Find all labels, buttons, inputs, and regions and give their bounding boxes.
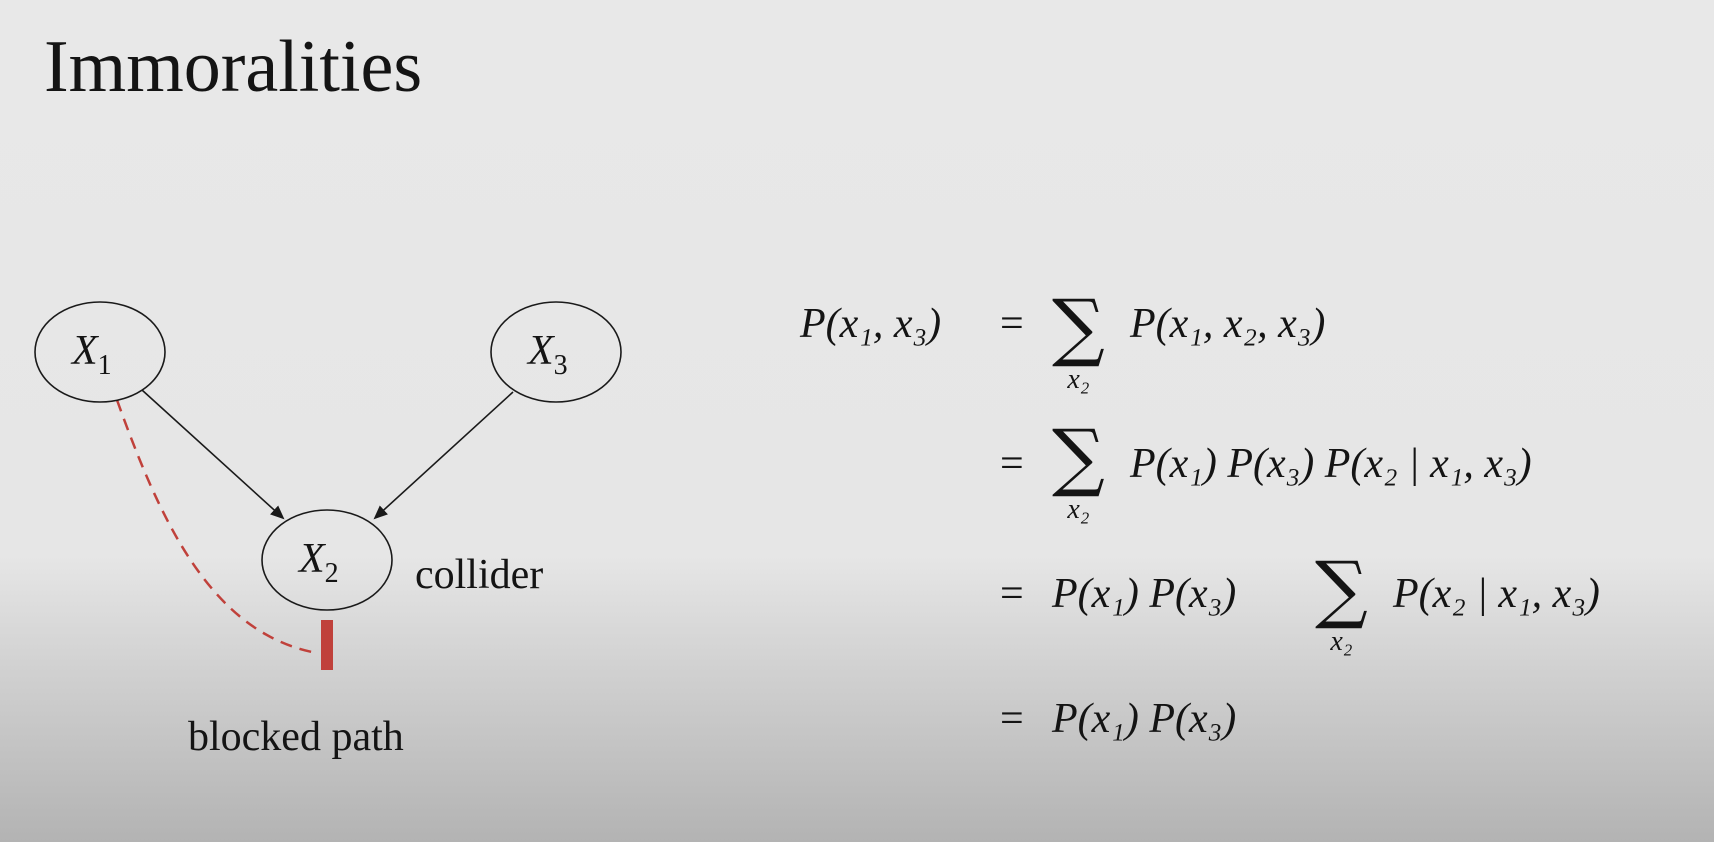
line-3-prefix: P(x₁) P(x₃) bbox=[1052, 571, 1237, 617]
node-x2-label: X2 bbox=[297, 536, 339, 589]
node-x3: X3 bbox=[490, 301, 622, 403]
collider-label: collider bbox=[415, 552, 543, 598]
line-1-equals: = bbox=[1000, 301, 1024, 347]
derivation-line-1: P(x₁, x₃) bbox=[800, 300, 941, 348]
line-2-rhs: P(x₁) P(x₃) P(x₂ | x₁, x₃) bbox=[1130, 441, 1532, 487]
edge-x3-x2 bbox=[373, 391, 514, 520]
node-x2: X2 bbox=[261, 509, 393, 611]
line-4-equals: = bbox=[1000, 696, 1024, 742]
derivation-lhs: P(x₁, x₃) bbox=[800, 301, 942, 347]
line-4-rhs: P(x₁) P(x₃) bbox=[1052, 696, 1237, 742]
line-3-equals: = bbox=[1000, 571, 1024, 617]
slide-title: Immoralities bbox=[44, 26, 423, 108]
sum-index: x₂ bbox=[1067, 364, 1090, 395]
line-3-sum-operator: ∑ x₂ bbox=[1315, 546, 1368, 657]
node-x1-label: X1 bbox=[70, 328, 112, 381]
node-x3-label: X3 bbox=[526, 328, 568, 381]
node-x1: X1 bbox=[34, 301, 166, 403]
sigma-symbol: ∑ bbox=[1052, 284, 1105, 370]
line-2-equals: = bbox=[1000, 441, 1024, 487]
line-1-rhs: P(x₁, x₂, x₃) bbox=[1130, 301, 1326, 347]
blocked-path-label: blocked path bbox=[188, 714, 404, 760]
edge-x1-x2 bbox=[141, 389, 285, 520]
blocked-path-bar bbox=[321, 620, 333, 670]
line-2-sum-operator: ∑ x₂ bbox=[1052, 414, 1105, 525]
line-1-sum-operator: ∑ x₂ bbox=[1052, 290, 1105, 394]
blocked-path-curve bbox=[115, 399, 313, 654]
line-3-rhs: P(x₂ | x₁, x₃) bbox=[1393, 571, 1600, 617]
